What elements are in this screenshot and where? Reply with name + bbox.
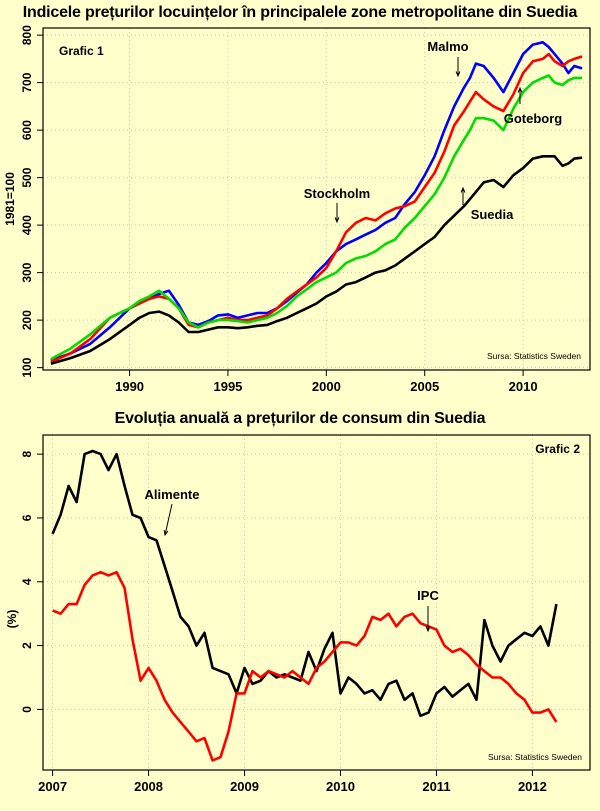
x-tick-label: 2005 [410,379,439,394]
x-tick-label: 2009 [230,779,259,794]
y-tick-label: 200 [20,310,34,330]
x-tick-label: 2011 [422,779,450,794]
annotation-arrowhead [455,71,461,78]
panel-label: Grafic 1 [59,44,104,58]
x-tick-label: 2010 [326,779,355,794]
annotation-arrow [164,503,173,536]
panel-label: Grafic 2 [535,442,580,456]
annotation-arrowhead [425,626,431,633]
plot-frame [42,434,591,771]
series-line-alimente [51,449,558,718]
annotation-label: Suedia [471,207,514,222]
annotation-label: Malmo [427,39,468,54]
x-tick-label: 2008 [134,779,163,794]
series-line-malmo [50,41,583,362]
chart-cpi: Evoluția anuală a prețurilor de consum d… [0,405,600,811]
y-tick-label: 100 [20,357,34,377]
source-label: Sursa: Statistics Sweden [487,351,581,361]
y-tick-label: 6 [20,514,34,521]
chart-title: Evoluția anuală a prețurilor de consum d… [114,410,486,427]
y-tick-label: 700 [20,72,34,92]
annotation-label: Stockholm [304,186,370,201]
y-tick-label: 600 [20,120,34,140]
x-tick-label: 2000 [312,379,341,394]
annotation-label: IPC [417,588,439,603]
chart-2-plot: 2007 2008 2009 2010 2011 2012 0 2 4 6 8 (%) Grafic 2… [5,434,591,794]
grid [43,28,590,370]
y-axis-label: 1981=100 [3,172,17,226]
y-tick-label: 0 [20,706,34,713]
y-tick-label: 2 [20,642,34,649]
y-tick-label: 4 [20,578,34,585]
annotation-arrowhead [163,529,169,537]
x-tick-label: 2007 [38,779,67,794]
source-label: Sursa: Statistics Sweden [488,752,582,762]
x-tick-label: 2010 [509,379,538,394]
y-tick-label: 500 [20,167,34,187]
y-tick-label: 300 [20,262,34,282]
y-tick-label: 800 [20,25,34,45]
x-tick-label: 1995 [213,379,242,394]
series-line-suedia [50,155,583,366]
annotation-label: Goteborg [504,111,563,126]
x-tick-label: 2012 [518,779,547,794]
plot-frame [42,27,591,371]
y-axis-label: (%) [5,610,19,629]
y-tick-label: 8 [20,450,34,457]
y-tick-label: 400 [20,215,34,235]
series-line-goteborg [50,74,583,361]
chart-1-plot: 1990 1995 2000 2005 2010 100 200 300 400 500 600 70… [3,25,591,394]
chart-title: Indicele prețurilor locuințelor în princ… [22,4,578,21]
chart-house-prices: Indicele prețurilor locuințelor în princ… [0,0,600,405]
annotation-arrowhead [460,186,466,193]
annotation-label: Alimente [145,487,200,502]
annotation-arrowhead [334,217,340,224]
x-tick-label: 1990 [115,379,144,394]
annotation-arrowhead [517,86,523,93]
series-line-ipc [52,570,558,762]
